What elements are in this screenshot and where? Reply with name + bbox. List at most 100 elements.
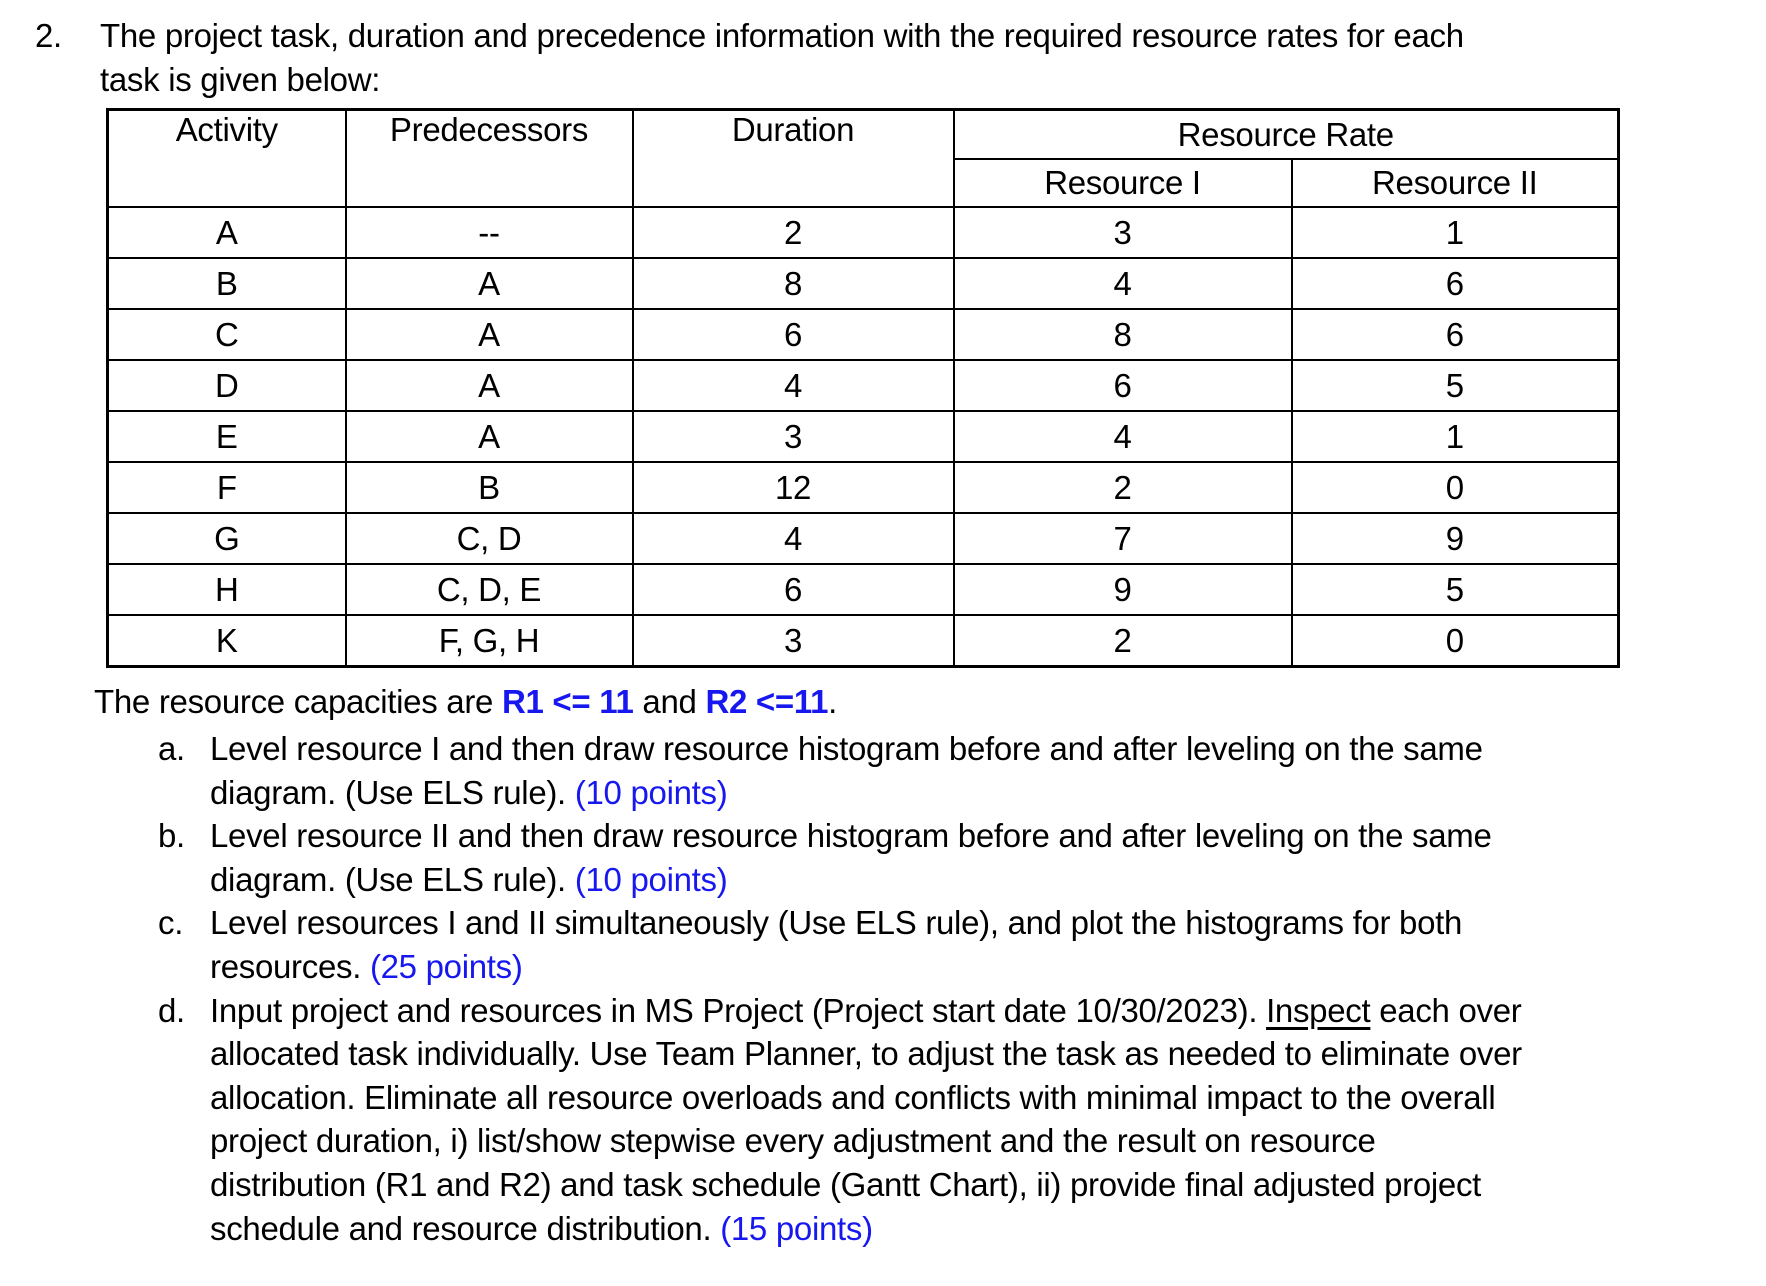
- list-item-line: resources. (25 points): [210, 945, 1462, 989]
- problem-statement: 2. The project task, duration and preced…: [0, 0, 1766, 102]
- cell-r1: 9: [952, 563, 1293, 616]
- text-segment: distribution (R1 and R2) and task schedu…: [210, 1165, 1482, 1203]
- cell-r1: 2: [952, 614, 1293, 668]
- list-item-line: project duration, i) list/show stepwise …: [210, 1119, 1522, 1163]
- cell-r2: 1: [1290, 206, 1620, 259]
- cell-r2: 5: [1290, 563, 1620, 616]
- cell-r2: 5: [1290, 359, 1620, 412]
- text-segment: .: [828, 683, 837, 720]
- cell-duration: 8: [631, 257, 955, 310]
- text-segment: each over: [1370, 991, 1522, 1029]
- cell-activity: H: [106, 563, 347, 616]
- capacity-statement: The resource capacities are R1 <= 11 and…: [94, 680, 1766, 724]
- cell-r2: 6: [1290, 257, 1620, 310]
- intro-line-2: task is given below:: [100, 61, 381, 98]
- col-header-resource-1: Resource I: [952, 158, 1293, 208]
- text-segment: The resource capacities are: [94, 683, 502, 720]
- cell-activity: K: [106, 614, 347, 668]
- list-item-line: distribution (R1 and R2) and task schedu…: [210, 1163, 1522, 1207]
- cell-activity: B: [106, 257, 347, 310]
- text-segment: (15 points): [720, 1209, 873, 1247]
- list-item-line: allocation. Eliminate all resource overl…: [210, 1076, 1522, 1120]
- cell-predecessors: A: [344, 410, 634, 463]
- list-item-b: b. Level resource II and then draw resour…: [0, 814, 1766, 901]
- cell-duration: 6: [631, 563, 955, 616]
- list-item-line: diagram. (Use ELS rule). (10 points): [210, 858, 1492, 902]
- problem-number: 2.: [35, 17, 62, 54]
- cell-activity: A: [106, 206, 347, 259]
- text-segment: allocated task individually. Use Team Pl…: [210, 1035, 1522, 1073]
- cell-predecessors: A: [344, 308, 634, 361]
- list-item-text: Level resource I and then draw resource …: [210, 727, 1483, 814]
- list-item-line: Level resources I and II simultaneously …: [210, 901, 1462, 945]
- cell-duration: 3: [631, 614, 955, 668]
- cell-r1: 4: [952, 410, 1293, 463]
- cell-predecessors: --: [344, 206, 634, 259]
- intro-line-1: The project task, duration and precedenc…: [100, 17, 1464, 54]
- list-item-c: c. Level resources I and II simultaneousl…: [0, 901, 1766, 988]
- col-header-activity: Activity: [106, 108, 347, 208]
- list-item-d: d. Input project and resources in MS Proj…: [0, 989, 1766, 1251]
- cell-r2: 0: [1290, 461, 1620, 514]
- cell-duration: 2: [631, 206, 955, 259]
- cell-r1: 4: [952, 257, 1293, 310]
- cell-r2: 0: [1290, 614, 1620, 668]
- list-item-text: Input project and resources in MS Projec…: [210, 989, 1522, 1251]
- text-segment: Level resource I and then draw resource …: [210, 730, 1483, 767]
- list-item-text: Level resources I and II simultaneously …: [210, 901, 1462, 988]
- list-item-marker: d.: [158, 991, 185, 1029]
- cell-predecessors: C, D: [344, 512, 634, 565]
- cell-r1: 8: [952, 308, 1293, 361]
- task-table-header: Activity Predecessors Duration Resource …: [106, 108, 1620, 208]
- text-segment: Input project and resources in MS Projec…: [210, 991, 1267, 1029]
- text-segment: Level resource II and then draw resource…: [210, 817, 1492, 855]
- cell-predecessors: B: [344, 461, 634, 514]
- list-item-line: allocated task individually. Use Team Pl…: [210, 1032, 1522, 1076]
- text-segment: resources.: [210, 947, 370, 985]
- cell-duration: 3: [631, 410, 955, 463]
- cell-predecessors: A: [344, 359, 634, 412]
- col-header-resource-2: Resource II: [1290, 158, 1620, 208]
- cell-duration: 4: [631, 359, 955, 412]
- text-segment: Level resources I and II simultaneously …: [210, 904, 1463, 942]
- text-segment: (25 points): [369, 947, 523, 985]
- cell-activity: G: [106, 512, 347, 565]
- list-item-marker: c.: [158, 904, 184, 942]
- list-item-marker: a.: [158, 730, 185, 767]
- list-item-line: schedule and resource distribution. (15 …: [210, 1207, 1522, 1251]
- list-item-line: Input project and resources in MS Projec…: [210, 989, 1522, 1033]
- text-segment: diagram. (Use ELS rule).: [210, 860, 575, 898]
- cell-activity: C: [106, 308, 347, 361]
- text-segment: project duration, i) list/show stepwise …: [210, 1122, 1376, 1160]
- col-header-duration: Duration: [631, 108, 955, 208]
- cell-duration: 4: [631, 512, 955, 565]
- cell-r1: 2: [952, 461, 1293, 514]
- text-segment: schedule and resource distribution.: [210, 1209, 721, 1247]
- text-segment: R1 <= 11: [501, 683, 634, 720]
- text-segment: and: [633, 683, 706, 720]
- cell-r1: 3: [952, 206, 1293, 259]
- task-table: Activity Predecessors Duration Resource …: [106, 108, 1620, 668]
- cell-r1: 7: [952, 512, 1293, 565]
- list-item-line: Level resource II and then draw resource…: [210, 814, 1492, 858]
- cell-duration: 6: [631, 308, 955, 361]
- list-item-text: Level resource II and then draw resource…: [210, 814, 1492, 901]
- text-segment: diagram. (Use ELS rule).: [210, 773, 575, 811]
- cell-r2: 9: [1290, 512, 1620, 565]
- table-row: A -- 2 3 1: [106, 206, 1620, 259]
- text-segment: R2 <=11: [705, 683, 829, 720]
- list-item-line: Level resource I and then draw resource …: [210, 727, 1483, 771]
- cell-activity: F: [106, 461, 347, 514]
- col-header-predecessors: Predecessors: [344, 108, 634, 208]
- cell-r2: 6: [1290, 308, 1620, 361]
- problem-intro-text: The project task, duration and precedenc…: [100, 14, 1464, 102]
